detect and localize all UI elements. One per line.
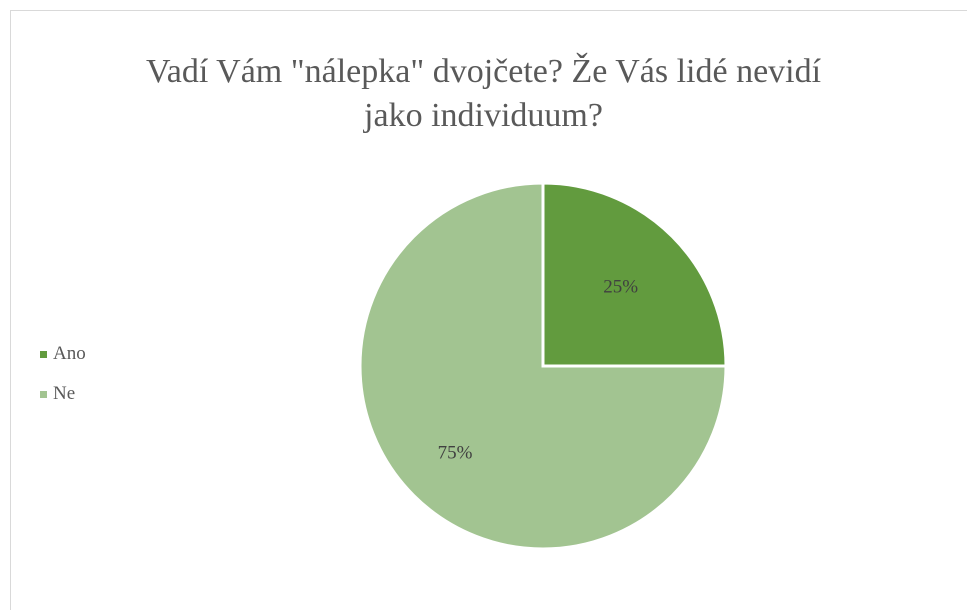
data-label-ne: 75% — [438, 442, 473, 463]
data-label-ano: 25% — [603, 277, 638, 298]
legend-item-ano: Ano — [40, 334, 86, 374]
chart-title-line-1: Vadí Vám "nálepka" dvojčete? Že Vás lidé… — [145, 53, 822, 90]
chart-title: Vadí Vám "nálepka" dvojčete? Že Vás lidé… — [0, 50, 967, 138]
legend: Ano Ne — [40, 334, 86, 414]
chart-title-line-2: jako individuum? — [364, 97, 603, 134]
legend-label-ne: Ne — [53, 383, 76, 404]
pie-slice-ano — [541, 181, 728, 368]
legend-swatch-ne — [40, 390, 47, 398]
pie-slice-ne — [358, 181, 728, 551]
legend-swatch-ano — [40, 350, 47, 358]
legend-item-ne: Ne — [40, 374, 86, 414]
legend-label-ano: Ano — [53, 343, 86, 364]
